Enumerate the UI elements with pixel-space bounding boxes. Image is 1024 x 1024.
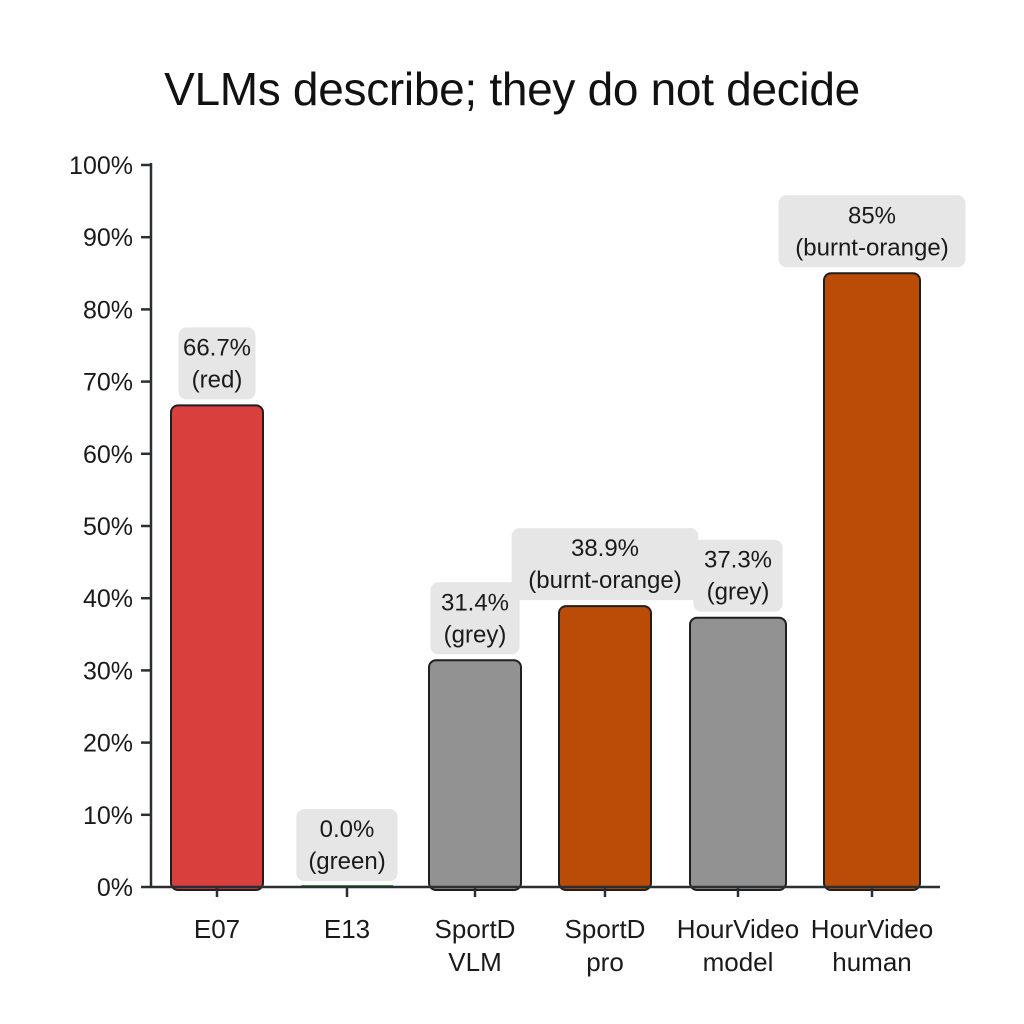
data-label-box [296, 809, 398, 881]
data-label-value: 85% [848, 202, 896, 229]
y-tick-label: 50% [83, 513, 133, 541]
y-tick-label: 80% [83, 296, 133, 324]
bar [689, 616, 787, 891]
data-label-value: 0.0% [320, 816, 375, 843]
y-tick-label: 90% [83, 224, 133, 252]
x-tick-label: model [703, 947, 774, 977]
x-tick-label: E07 [194, 914, 240, 944]
y-tick-label: 70% [83, 369, 133, 397]
y-tick-label: 100% [69, 152, 133, 180]
y-tick-label: 60% [83, 441, 133, 469]
data-labels: 66.7% (red) 0.0% (green) 31.4% (grey) 38.9% (bu… [178, 195, 966, 881]
data-label-box [430, 582, 520, 655]
data-label-color: (red) [192, 366, 243, 393]
y-tick-label: 10% [83, 802, 133, 830]
data-label-color: (burnt-orange) [795, 234, 948, 261]
x-tick-label: HourVideo [811, 914, 933, 944]
data-label-color: (burnt-orange) [528, 567, 681, 594]
data-label-color: (grey) [444, 621, 507, 648]
x-tick-label: human [832, 947, 912, 977]
x-tick-label: E13 [324, 914, 370, 944]
data-label-color: (green) [308, 848, 385, 875]
data-label-value: 37.3% [704, 547, 772, 574]
data-label-box [178, 327, 256, 400]
bar [428, 659, 522, 891]
bar [823, 272, 921, 891]
data-label-box [511, 528, 699, 601]
y-tick-label: 0% [97, 874, 133, 902]
data-label-box [778, 195, 966, 268]
x-tick-label: pro [586, 947, 624, 977]
y-tick-label: 20% [83, 730, 133, 758]
bars [170, 272, 921, 892]
x-axis: E07 E13 SportDVLMSportDproHourVideomodelHo… [151, 885, 940, 977]
y-axis: 0% 10% 20% 30% 40% 50% 60% 70% 80% 90% 100% [69, 152, 153, 902]
data-label-box [693, 539, 783, 612]
x-tick-label: HourVideo [677, 914, 799, 944]
chart-title: VLMs describe; they do not decide [164, 63, 860, 115]
bar [558, 605, 652, 892]
bar [170, 404, 264, 891]
data-label-color: (grey) [707, 579, 770, 606]
x-tick-label: SportD [435, 914, 516, 944]
x-tick-label: SportD [565, 914, 646, 944]
x-tick-label: VLM [448, 947, 501, 977]
data-label-value: 38.9% [571, 535, 639, 562]
y-tick-label: 40% [83, 585, 133, 613]
data-label-value: 66.7% [183, 334, 251, 361]
y-tick-label: 30% [83, 657, 133, 685]
data-label-value: 31.4% [441, 589, 509, 616]
